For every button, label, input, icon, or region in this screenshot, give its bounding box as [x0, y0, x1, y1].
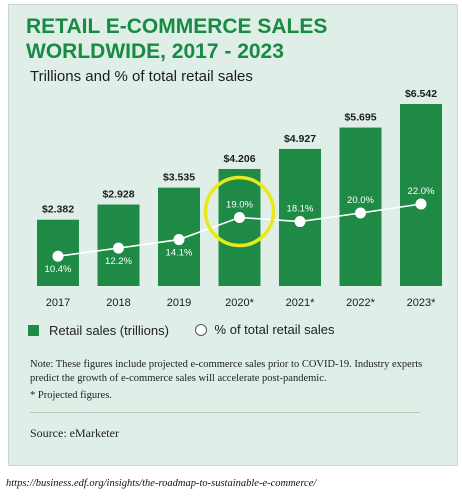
- pct-point: [52, 250, 64, 262]
- legend-label-bars: Retail sales (trillions): [49, 322, 169, 338]
- bar-value-label: $2.382: [42, 204, 74, 216]
- bar-2022: [339, 127, 382, 286]
- x-tick-label: 2022*: [346, 297, 375, 309]
- x-tick-label: 2017: [46, 297, 70, 309]
- pct-value-label: 20.0%: [347, 195, 374, 206]
- bar-value-label: $3.535: [163, 172, 195, 184]
- pct-value-label: 12.2%: [105, 256, 132, 267]
- x-tick-label: 2018: [106, 297, 130, 309]
- legend-label-line: % of total retail sales: [214, 322, 335, 337]
- pct-value-label: 14.1%: [166, 248, 193, 259]
- pct-point: [294, 216, 306, 228]
- pct-value-label: 19.0%: [226, 200, 253, 211]
- chart-legend: Retail sales (trillions) % of total reta…: [28, 322, 357, 339]
- pct-value-label: 18.1%: [287, 204, 314, 215]
- page-title: RETAIL E-COMMERCE SALES WORLDWIDE, 2017 …: [26, 14, 446, 64]
- bar-2023: [400, 104, 442, 286]
- divider: [30, 412, 420, 413]
- title-line-1: RETAIL E-COMMERCE SALES: [26, 15, 328, 38]
- chart-subtitle: Trillions and % of total retail sales: [30, 68, 253, 85]
- title-line-2: WORLDWIDE, 2017 - 2023: [26, 40, 284, 63]
- bar-value-label: $6.542: [405, 88, 437, 100]
- pct-point: [355, 207, 366, 219]
- x-tick-label: 2023*: [407, 297, 436, 309]
- legend-item-line: % of total retail sales: [194, 322, 335, 337]
- source-note: Source: eMarketer: [30, 426, 119, 440]
- pct-point: [173, 234, 185, 246]
- x-tick-label: 2021*: [286, 297, 315, 309]
- source-url: https://business.edf.org/insights/the-ro…: [6, 478, 317, 489]
- bar-value-label: $5.695: [344, 112, 376, 124]
- x-tick-label: 2020*: [225, 297, 254, 309]
- highlight-circle: [203, 175, 276, 248]
- projected-note: * Projected figures.: [30, 390, 112, 401]
- bar-value-label: $4.927: [284, 133, 316, 145]
- pct-point: [415, 198, 427, 210]
- pct-value-label: 22.0%: [408, 186, 435, 197]
- pct-point: [113, 242, 124, 254]
- chart-note: Note: These figures include projected e-…: [30, 359, 423, 384]
- dot-swatch-icon: [194, 323, 207, 336]
- legend-item-bars: Retail sales (trillions): [28, 323, 169, 338]
- bar-value-label: $2.928: [102, 189, 134, 201]
- pct-point: [234, 212, 245, 223]
- bar-swatch-icon: [28, 324, 39, 336]
- bar-value-label: $4.206: [223, 153, 255, 165]
- bar-2020: [218, 168, 261, 286]
- x-tick-label: 2019: [167, 297, 191, 309]
- pct-value-label: 10.4%: [45, 264, 72, 275]
